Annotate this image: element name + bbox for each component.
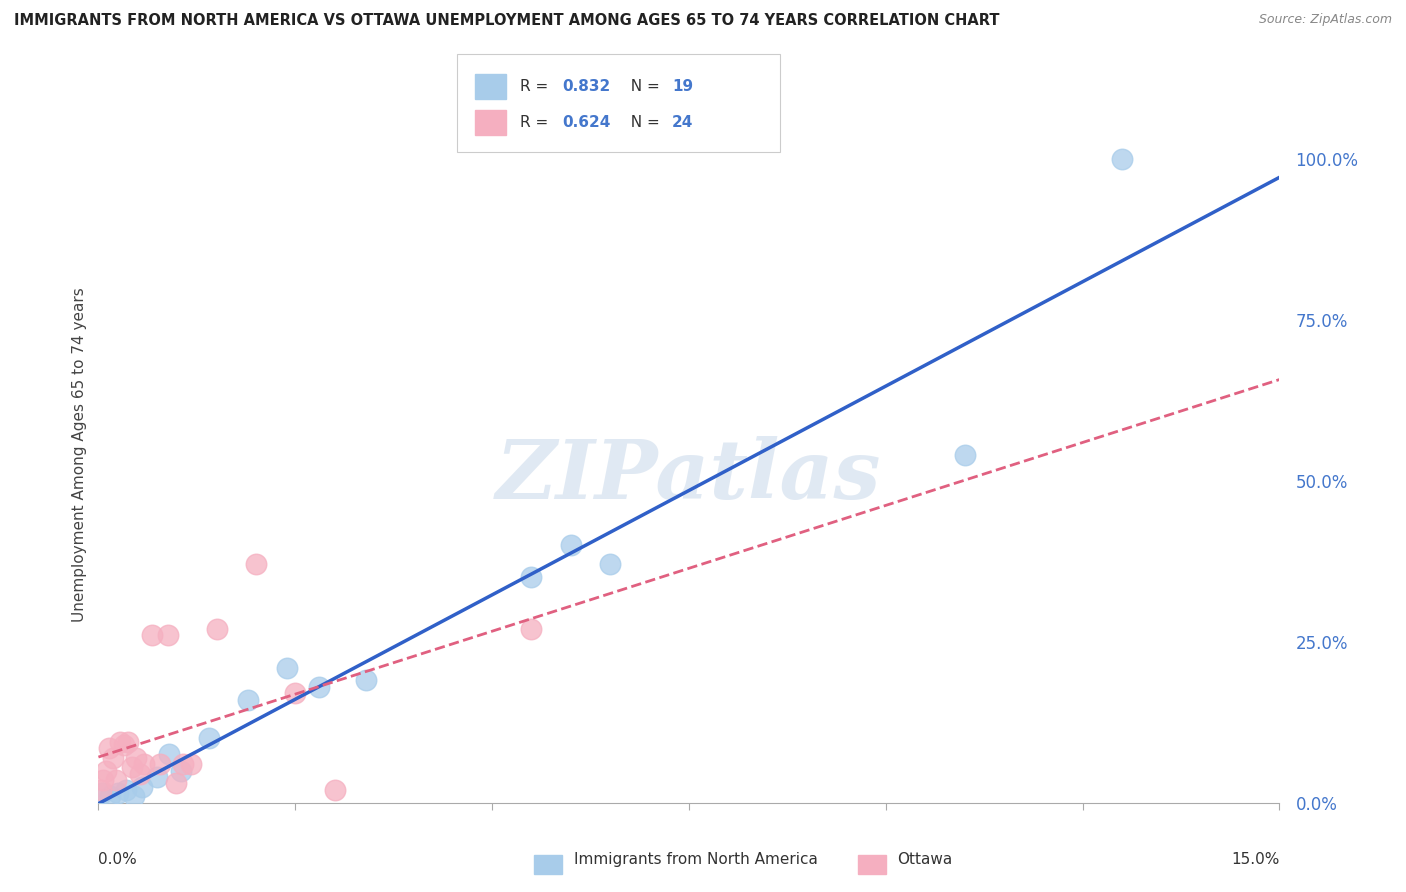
- Point: [172, 757, 194, 772]
- Text: N =: N =: [621, 115, 665, 129]
- Point: [91, 786, 114, 800]
- Point: [520, 570, 543, 584]
- Text: 19: 19: [672, 79, 693, 94]
- Point: [170, 764, 193, 778]
- Point: [599, 558, 621, 572]
- Point: [131, 780, 153, 794]
- Point: [125, 750, 148, 764]
- Text: 24: 24: [672, 115, 693, 129]
- Text: ZIPatlas: ZIPatlas: [496, 436, 882, 516]
- Point: [101, 750, 124, 764]
- Point: [90, 783, 112, 797]
- Point: [122, 789, 145, 804]
- Point: [141, 628, 163, 642]
- Point: [157, 747, 180, 762]
- Point: [104, 773, 127, 788]
- Point: [284, 686, 307, 700]
- Point: [308, 680, 330, 694]
- Point: [180, 757, 202, 772]
- Point: [205, 622, 228, 636]
- Point: [323, 783, 346, 797]
- Point: [129, 766, 152, 781]
- Point: [1111, 152, 1133, 166]
- Text: 0.0%: 0.0%: [98, 852, 138, 867]
- Point: [276, 660, 298, 674]
- Text: R =: R =: [520, 115, 554, 129]
- Point: [520, 622, 543, 636]
- Point: [121, 760, 143, 774]
- Point: [98, 789, 121, 804]
- Text: IMMIGRANTS FROM NORTH AMERICA VS OTTAWA UNEMPLOYMENT AMONG AGES 65 TO 74 YEARS C: IMMIGRANTS FROM NORTH AMERICA VS OTTAWA …: [14, 13, 1000, 29]
- Point: [107, 786, 129, 800]
- Point: [98, 741, 121, 756]
- Text: Immigrants from North America: Immigrants from North America: [574, 853, 817, 867]
- Point: [245, 558, 267, 572]
- Point: [117, 734, 139, 748]
- Point: [197, 731, 219, 746]
- Y-axis label: Unemployment Among Ages 65 to 74 years: Unemployment Among Ages 65 to 74 years: [72, 287, 87, 623]
- Point: [132, 757, 155, 772]
- Point: [953, 448, 976, 462]
- Text: Source: ZipAtlas.com: Source: ZipAtlas.com: [1258, 13, 1392, 27]
- Point: [112, 738, 135, 752]
- Text: Ottawa: Ottawa: [897, 853, 952, 867]
- Point: [110, 734, 132, 748]
- Point: [149, 757, 172, 772]
- Point: [96, 764, 118, 778]
- Text: 15.0%: 15.0%: [1232, 852, 1279, 867]
- Point: [91, 773, 114, 788]
- Point: [165, 776, 187, 790]
- Point: [115, 783, 138, 797]
- Text: N =: N =: [621, 79, 665, 94]
- Point: [354, 673, 377, 688]
- Text: R =: R =: [520, 79, 554, 94]
- Point: [146, 770, 169, 784]
- Point: [236, 692, 259, 706]
- Point: [156, 628, 179, 642]
- Text: 0.832: 0.832: [562, 79, 610, 94]
- Text: 0.624: 0.624: [562, 115, 610, 129]
- Point: [560, 538, 582, 552]
